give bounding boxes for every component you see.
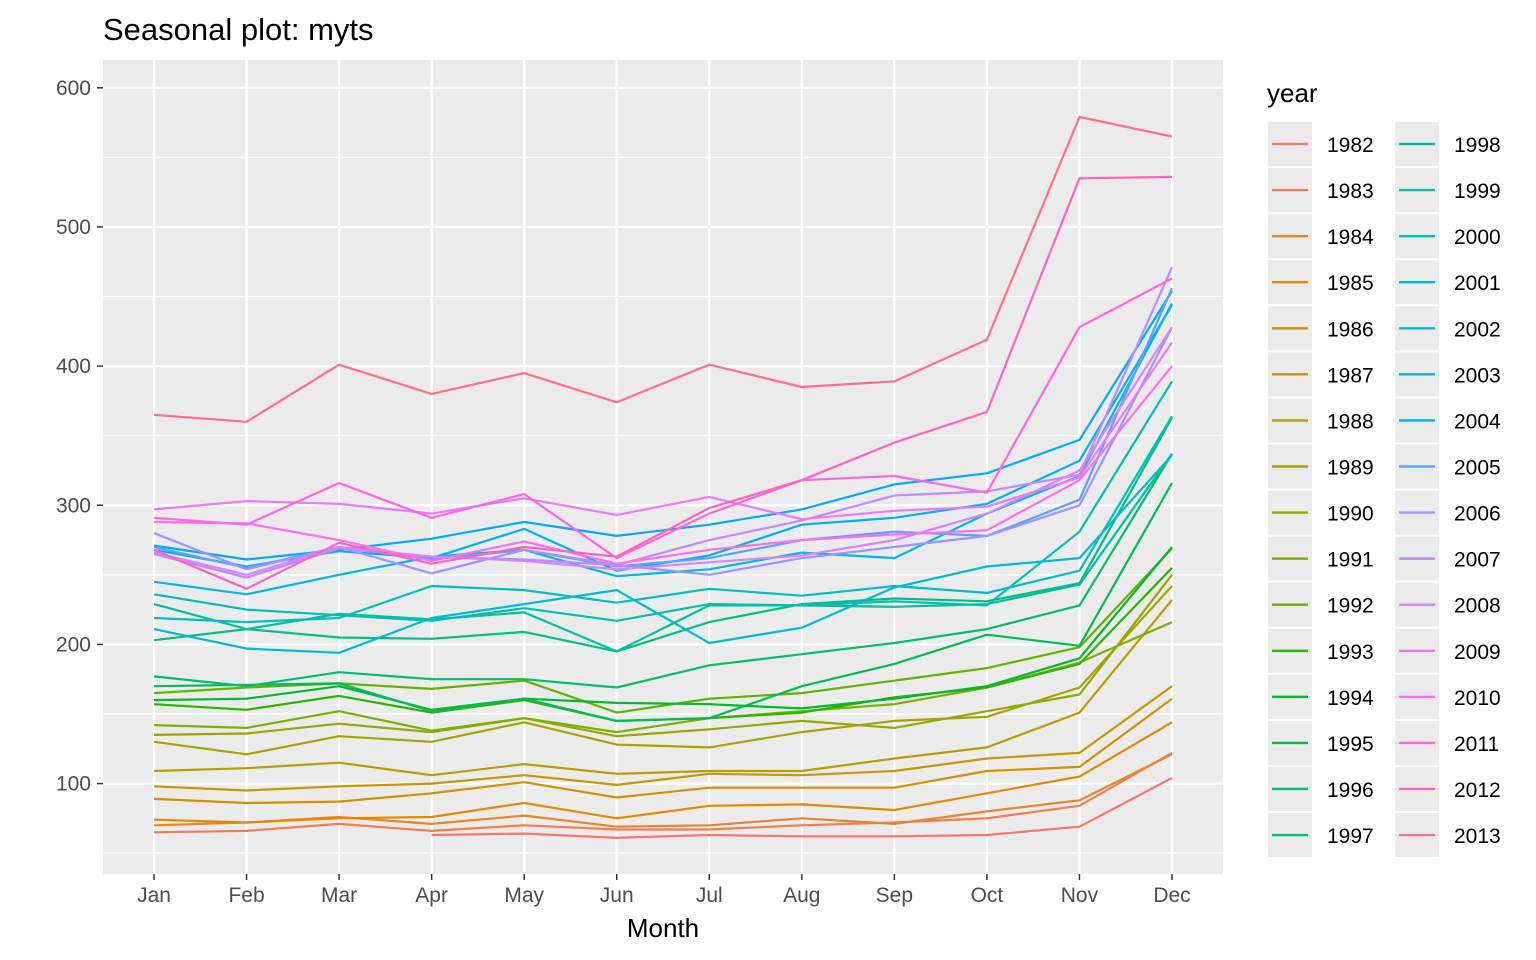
legend-label: 1986	[1327, 318, 1374, 341]
legend-label: 1987	[1327, 364, 1374, 387]
series-line-2000	[153, 415, 1173, 624]
series-line-1989	[153, 585, 1173, 756]
y-tick-label: 100	[56, 773, 91, 796]
legend-label: 2003	[1454, 364, 1501, 387]
series-line-1986	[153, 697, 1173, 805]
legend-label: 1996	[1327, 779, 1374, 802]
legend-label: 1982	[1327, 134, 1374, 157]
legend-label: 2012	[1454, 779, 1501, 802]
legend-label: 1988	[1327, 410, 1374, 433]
series-line-1994	[153, 546, 1173, 711]
series-line-2013	[153, 115, 1173, 423]
y-tick-label: 200	[56, 633, 91, 656]
series-line-1985	[153, 721, 1173, 824]
legend-label: 1983	[1327, 180, 1374, 203]
series-lines	[153, 115, 1174, 839]
legend-label: 1995	[1327, 733, 1374, 756]
legend-title: year	[1267, 78, 1318, 108]
y-axis: 100 200 300 400 500 600	[56, 77, 103, 796]
x-tick-label: Oct	[971, 884, 1004, 907]
x-axis: Jan Feb Mar Apr May Jun Jul Aug Sep Oct Nov Dec	[137, 874, 1191, 907]
x-tick-label: Aug	[783, 884, 820, 907]
legend-label: 1990	[1327, 503, 1374, 526]
legend-label: 2013	[1454, 825, 1501, 848]
legend-label: 2000	[1454, 226, 1501, 249]
legend-label: 1985	[1327, 272, 1374, 295]
y-tick-label: 600	[56, 77, 91, 100]
x-tick-label: Jan	[137, 884, 171, 907]
legend-label: 2005	[1454, 456, 1501, 479]
legend-label: 2007	[1454, 549, 1501, 572]
legend-label: 2010	[1454, 687, 1501, 710]
legend-label: 1992	[1327, 595, 1374, 618]
legend-label: 2008	[1454, 595, 1501, 618]
x-tick-label: Nov	[1061, 884, 1099, 907]
series-line-2010	[153, 365, 1173, 565]
series-line-1987	[153, 685, 1173, 792]
series-line-2007	[153, 266, 1174, 579]
minor-gridlines	[103, 156, 1223, 854]
series-line-1997	[153, 417, 1173, 653]
series-line-1999	[153, 380, 1173, 622]
legend-label: 2004	[1454, 410, 1501, 433]
x-tick-label: Feb	[228, 884, 264, 907]
legend-label: 2011	[1454, 733, 1499, 756]
x-tick-label: Apr	[415, 884, 448, 907]
x-tick-label: Dec	[1153, 884, 1190, 907]
legend-label: 1989	[1327, 456, 1374, 479]
series-line-2009	[153, 341, 1173, 521]
legend-label: 1998	[1454, 134, 1501, 157]
legend-label: 1991	[1327, 549, 1374, 572]
series-line-1995	[153, 482, 1173, 722]
legend-label: 1984	[1327, 226, 1374, 249]
legend-label: 2001	[1454, 272, 1501, 295]
x-tick-label: Mar	[321, 884, 357, 907]
legend: 1982 1983 1984 1985 1986 1987 1988 1989 1990 1991…	[1268, 122, 1501, 858]
legend-label: 1999	[1454, 180, 1501, 203]
y-tick-label: 400	[56, 355, 91, 378]
plot-panel	[103, 60, 1223, 874]
series-line-1982	[431, 777, 1173, 839]
legend-label: 1997	[1327, 825, 1374, 848]
legend-label: 2009	[1454, 641, 1501, 664]
major-gridlines	[103, 60, 1223, 874]
legend-label: 2006	[1454, 503, 1501, 526]
x-tick-label: Jul	[696, 884, 723, 907]
legend-label: 1993	[1327, 641, 1374, 664]
series-line-1998	[153, 453, 1173, 653]
x-axis-title: Month	[627, 913, 699, 943]
legend-label: 2002	[1454, 318, 1501, 341]
series-line-1990	[153, 574, 1173, 738]
chart-title: Seasonal plot: myts	[103, 12, 374, 47]
series-line-1996	[153, 453, 1173, 689]
series-line-1983	[153, 751, 1173, 834]
x-tick-label: May	[504, 884, 544, 907]
series-line-2011	[153, 277, 1173, 560]
series-line-1988	[153, 599, 1173, 777]
legend-label: 1994	[1327, 687, 1374, 710]
series-line-2001	[153, 454, 1173, 654]
x-tick-label: Jun	[600, 884, 634, 907]
y-tick-label: 500	[56, 216, 91, 239]
x-tick-label: Sep	[876, 884, 913, 907]
y-tick-label: 300	[56, 494, 91, 517]
series-line-2012	[153, 175, 1173, 590]
